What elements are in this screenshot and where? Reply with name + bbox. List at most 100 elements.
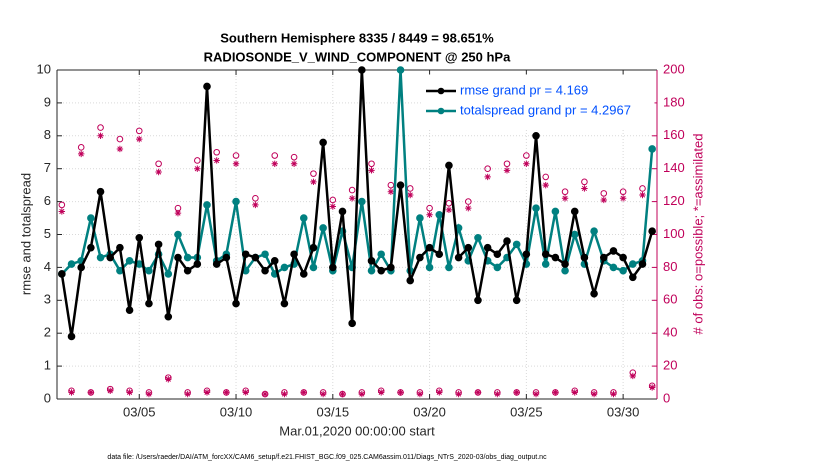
data-point (87, 243, 95, 252)
data-point (125, 306, 134, 314)
obs-assimilated (155, 168, 162, 176)
obs-assimilated (494, 390, 501, 398)
obs-assimilated (610, 390, 617, 398)
obs-assimilated (445, 206, 453, 214)
data-point (96, 187, 105, 196)
y-tick-label: 1 (44, 358, 51, 373)
data-point (125, 257, 134, 265)
series (58, 66, 656, 341)
obs-assimilated (561, 195, 569, 202)
obs-assimilated (503, 167, 511, 174)
data-point (67, 260, 76, 268)
obs-possible (639, 185, 646, 192)
data-point (145, 299, 153, 308)
obs-assimilated (319, 390, 327, 398)
obs-assimilated (174, 209, 182, 217)
data-point (406, 276, 415, 285)
data-point (261, 266, 269, 275)
legend-box (421, 74, 655, 130)
obs-possible (494, 389, 501, 396)
data-point (425, 243, 434, 252)
obs-possible (135, 127, 143, 135)
legend-marker (437, 87, 445, 95)
data-point (570, 230, 579, 239)
data-point (358, 66, 366, 74)
obs-assimilated (513, 389, 520, 396)
obs-possible (77, 144, 85, 151)
obs-possible (252, 195, 259, 202)
obs-assimilated (252, 201, 259, 209)
obs-assimilated (77, 150, 85, 158)
y2-tick-label: 60 (663, 292, 677, 307)
obs-possible (271, 152, 279, 159)
data-point (222, 253, 231, 262)
footnote: data file: /Users/raeder/DAI/ATM_forcXX/… (107, 454, 547, 461)
data-point (270, 257, 279, 265)
obs-possible (619, 188, 627, 196)
data-point (590, 227, 598, 236)
data-point (387, 263, 395, 272)
data-point (319, 224, 327, 232)
data-point (164, 270, 173, 278)
obs-assimilated (639, 191, 646, 199)
chart-title: Southern Hemisphere 8335 / 8449 = 98.651… (220, 30, 494, 45)
obs-possible (426, 204, 433, 212)
obs-assimilated (261, 390, 269, 398)
data-point (203, 201, 211, 209)
data-point (425, 263, 434, 272)
data-point (493, 263, 502, 272)
obs-assimilated (416, 390, 424, 398)
obs-assimilated (532, 390, 540, 398)
data-point (416, 253, 424, 262)
data-point (396, 181, 405, 189)
data-point (599, 253, 608, 262)
data-point (435, 250, 444, 259)
obs-assimilated (648, 384, 656, 391)
obs-possible (629, 369, 637, 376)
data-point (570, 207, 579, 216)
data-point (203, 82, 211, 91)
obs-possible (339, 390, 346, 398)
y-tick-label: 5 (44, 226, 51, 241)
x-tick-label: 03/15 (317, 404, 350, 419)
obs-possible (261, 390, 269, 398)
obs-assimilated (300, 389, 307, 396)
obs-assimilated (87, 389, 95, 396)
obs-possible (600, 190, 608, 197)
obs-assimilated (348, 195, 356, 202)
y-tick-label: 4 (44, 259, 51, 274)
obs-assimilated (310, 178, 317, 186)
data-point (522, 250, 531, 259)
obs-possible (542, 173, 550, 181)
obs-possible (223, 389, 230, 396)
obs-assimilated (600, 196, 607, 204)
data-point (493, 250, 502, 259)
data-point (367, 266, 376, 275)
data-point (551, 207, 560, 216)
y2-tick-label: 20 (663, 358, 677, 373)
obs-assimilated (145, 390, 153, 398)
obs-assimilated (426, 211, 433, 218)
obs-assimilated (358, 390, 366, 398)
y2-tick-label: 160 (663, 127, 685, 142)
x-axis-label: Mar.01,2020 00:00:00 start (279, 423, 435, 438)
y2-tick-label: 0 (663, 390, 670, 405)
data-point (135, 233, 144, 242)
obs-possible (106, 385, 114, 393)
x-tick-label: 03/20 (413, 404, 446, 419)
obs-assimilated (290, 160, 298, 167)
data-point (609, 247, 618, 255)
data-point (96, 253, 105, 262)
chart-subtitle: RADIOSONDE_V_WIND_COMPONENT @ 250 hPa (204, 49, 511, 64)
data-point (580, 253, 589, 262)
obs-assimilated (329, 203, 337, 210)
data-point (154, 240, 163, 249)
obs-assimilated (465, 204, 472, 212)
obs-assimilated (68, 389, 75, 396)
x-tick-label: 03/10 (220, 404, 253, 419)
y-tick-label: 9 (44, 94, 51, 109)
data-point (445, 161, 453, 170)
obs-possible (155, 160, 162, 168)
data-point (106, 253, 115, 262)
data-point (232, 197, 240, 206)
